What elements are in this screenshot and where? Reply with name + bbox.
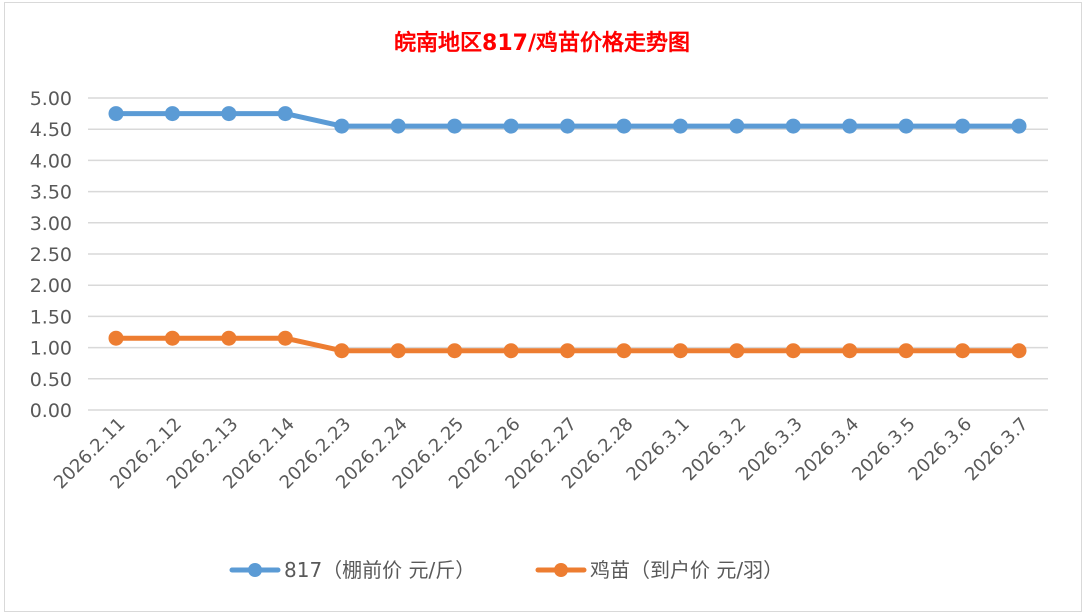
data-point	[672, 118, 688, 134]
data-point	[334, 118, 350, 134]
data-point	[221, 330, 237, 346]
series-2	[108, 330, 1027, 359]
data-point	[334, 343, 350, 359]
data-point	[164, 106, 180, 122]
data-point	[503, 118, 519, 134]
data-point	[390, 118, 406, 134]
legend-label: 鸡苗（到户价 元/羽）	[590, 558, 783, 582]
y-tick-label: 2.00	[30, 275, 72, 297]
data-point	[842, 118, 858, 134]
y-tick-label: 2.50	[30, 244, 72, 266]
data-point	[503, 343, 519, 359]
legend-item: 817（棚前价 元/斤）	[229, 558, 475, 582]
data-point	[785, 343, 801, 359]
data-point	[447, 118, 463, 134]
legend-marker	[248, 563, 262, 577]
data-point	[898, 343, 914, 359]
y-tick-label: 3.00	[30, 213, 72, 235]
y-tick-label: 3.50	[30, 182, 72, 204]
data-point	[955, 118, 971, 134]
data-point	[1011, 118, 1027, 134]
data-point	[560, 343, 575, 359]
data-point	[447, 343, 463, 359]
data-point	[955, 343, 971, 359]
chart-title: 皖南地区817/鸡苗价格走势图	[394, 30, 690, 56]
data-point	[729, 118, 745, 134]
y-tick-label: 0.00	[30, 400, 72, 422]
y-tick-label: 0.50	[30, 369, 72, 391]
legend-label: 817（棚前价 元/斤）	[284, 558, 475, 582]
legend-marker	[554, 563, 568, 577]
data-point	[164, 330, 180, 346]
y-tick-label: 4.00	[30, 150, 72, 172]
legend-item: 鸡苗（到户价 元/羽）	[535, 558, 783, 582]
data-point	[277, 106, 293, 122]
data-point	[108, 106, 124, 122]
data-point	[1011, 343, 1027, 359]
data-point	[785, 118, 801, 134]
data-point	[898, 118, 914, 134]
data-point	[672, 343, 688, 359]
data-point	[108, 330, 124, 346]
y-tick-label: 4.50	[30, 119, 72, 141]
data-point	[842, 343, 858, 359]
chart-area	[4, 2, 1082, 612]
data-point	[277, 330, 293, 346]
data-point	[390, 343, 406, 359]
y-tick-label: 1.50	[30, 306, 72, 328]
data-point	[616, 343, 632, 359]
data-point	[729, 343, 745, 359]
y-tick-label: 1.00	[30, 338, 72, 360]
data-point	[616, 118, 632, 134]
series-1	[108, 106, 1027, 134]
data-point	[560, 118, 575, 134]
data-point	[221, 106, 237, 122]
y-tick-label: 5.00	[30, 88, 72, 110]
